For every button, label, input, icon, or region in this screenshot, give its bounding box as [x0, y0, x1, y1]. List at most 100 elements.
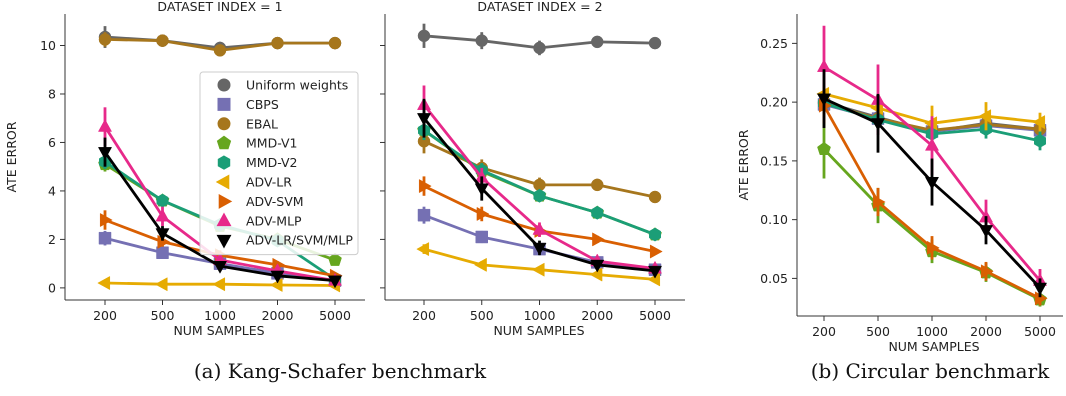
legend-marker — [217, 117, 231, 131]
data-point — [533, 178, 546, 192]
data-point — [531, 262, 545, 277]
legend-label: EBAL — [246, 116, 278, 131]
chart-title: DATASET INDEX = 1 — [157, 0, 282, 14]
data-point — [99, 212, 113, 228]
data-point — [926, 240, 940, 255]
data-point — [589, 267, 603, 282]
data-point — [533, 41, 546, 55]
x-tick-label: 2000 — [262, 308, 294, 323]
data-point — [649, 227, 661, 242]
legend-marker — [218, 193, 233, 209]
data-point — [533, 188, 546, 203]
caption-a: (a) Kang-Schafer benchmark — [194, 359, 487, 383]
data-point — [156, 246, 169, 259]
legend-marker — [216, 212, 232, 227]
x-axis-label: NUM SAMPLES — [173, 323, 264, 338]
data-point — [532, 242, 547, 256]
x-tick-label: 5000 — [1024, 324, 1056, 339]
y-tick-label: 0 — [48, 280, 56, 295]
data-point — [978, 109, 992, 124]
data-point — [416, 113, 432, 126]
y-axis-label: ATE ERROR — [4, 121, 19, 192]
data-point — [590, 178, 604, 192]
legend-label: MMD-V2 — [246, 155, 297, 170]
legend-label: ADV-SVM — [246, 194, 304, 209]
y-tick-label: 0.20 — [760, 95, 788, 110]
legend-marker — [217, 78, 231, 92]
legend-label: MMD-V1 — [246, 136, 297, 151]
series-6 — [416, 242, 661, 287]
x-tick-label: 500 — [866, 324, 890, 339]
series-9 — [816, 69, 1048, 298]
data-point — [817, 141, 831, 155]
x-tick-label: 200 — [812, 324, 836, 339]
data-point — [417, 208, 431, 222]
x-tick-label: 200 — [412, 308, 436, 323]
data-point — [648, 36, 662, 50]
data-point — [98, 33, 112, 46]
legend-label: ADV-LR — [246, 175, 292, 190]
legend-label: Uniform weights — [246, 78, 348, 93]
data-point — [328, 252, 342, 266]
y-tick-label: 0.05 — [760, 271, 788, 286]
y-tick-label: 2 — [48, 232, 56, 247]
series-3 — [98, 32, 342, 57]
data-point — [1032, 282, 1048, 296]
legend-label: CBPS — [246, 97, 279, 112]
data-point — [97, 118, 113, 132]
data-point — [978, 225, 994, 238]
data-point — [328, 36, 342, 50]
x-tick-label: 2000 — [581, 308, 613, 323]
data-point — [98, 231, 112, 245]
legend-marker — [217, 97, 231, 111]
data-point — [924, 176, 940, 190]
x-tick-label: 2000 — [970, 324, 1002, 339]
data-point — [475, 34, 489, 47]
data-point — [155, 208, 170, 222]
data-point — [649, 244, 663, 259]
data-point — [592, 232, 605, 247]
x-tick-label: 200 — [93, 308, 117, 323]
series-1 — [417, 23, 662, 56]
data-point — [591, 205, 604, 220]
legend: Uniform weights CBPS EBAL MMD-V1 MMD-V2 ADV-L… — [199, 71, 359, 256]
x-axis-label: NUM SAMPLES — [888, 339, 979, 354]
plot-3: 0.05 0.10 0.15 0.20 0.25 200 500 1000 2000 5000 NU… — [736, 14, 1063, 354]
data-point — [417, 29, 431, 43]
x-tick-label: 5000 — [639, 308, 671, 323]
data-point — [872, 194, 886, 210]
legend-marker — [215, 174, 230, 190]
data-point — [870, 118, 886, 132]
y-tick-label: 0.10 — [760, 212, 788, 227]
legend-box — [199, 71, 359, 256]
data-point — [155, 228, 170, 242]
x-tick-label: 5000 — [319, 308, 351, 323]
x-tick-label: 1000 — [916, 324, 948, 339]
data-point — [474, 257, 487, 272]
legend-label: ADV-LR/SVM/MLP — [246, 233, 353, 248]
data-point — [816, 93, 832, 107]
chart-title: DATASET INDEX = 2 — [477, 0, 602, 14]
data-point — [156, 34, 169, 47]
data-point — [271, 36, 284, 50]
legend-marker — [217, 155, 231, 170]
data-point — [590, 259, 605, 273]
x-tick-label: 1000 — [204, 308, 236, 323]
x-tick-label: 500 — [470, 308, 494, 323]
y-tick-label: 8 — [48, 86, 56, 101]
data-point — [327, 275, 343, 289]
data-point — [212, 261, 228, 274]
series-9 — [416, 98, 663, 279]
y-axis-label: ATE ERROR — [736, 129, 751, 200]
data-point — [924, 137, 940, 151]
legend-marker — [216, 234, 232, 249]
data-point — [980, 264, 994, 279]
plot-1: 0 2 4 6 8 10 200 500 1000 2000 5000 NUM SAMPLES ATE … — [4, 0, 365, 338]
data-point — [418, 179, 432, 194]
data-point — [532, 221, 547, 235]
data-point — [1032, 115, 1046, 130]
data-point — [417, 134, 431, 148]
data-point — [270, 270, 285, 284]
data-point — [474, 183, 489, 197]
